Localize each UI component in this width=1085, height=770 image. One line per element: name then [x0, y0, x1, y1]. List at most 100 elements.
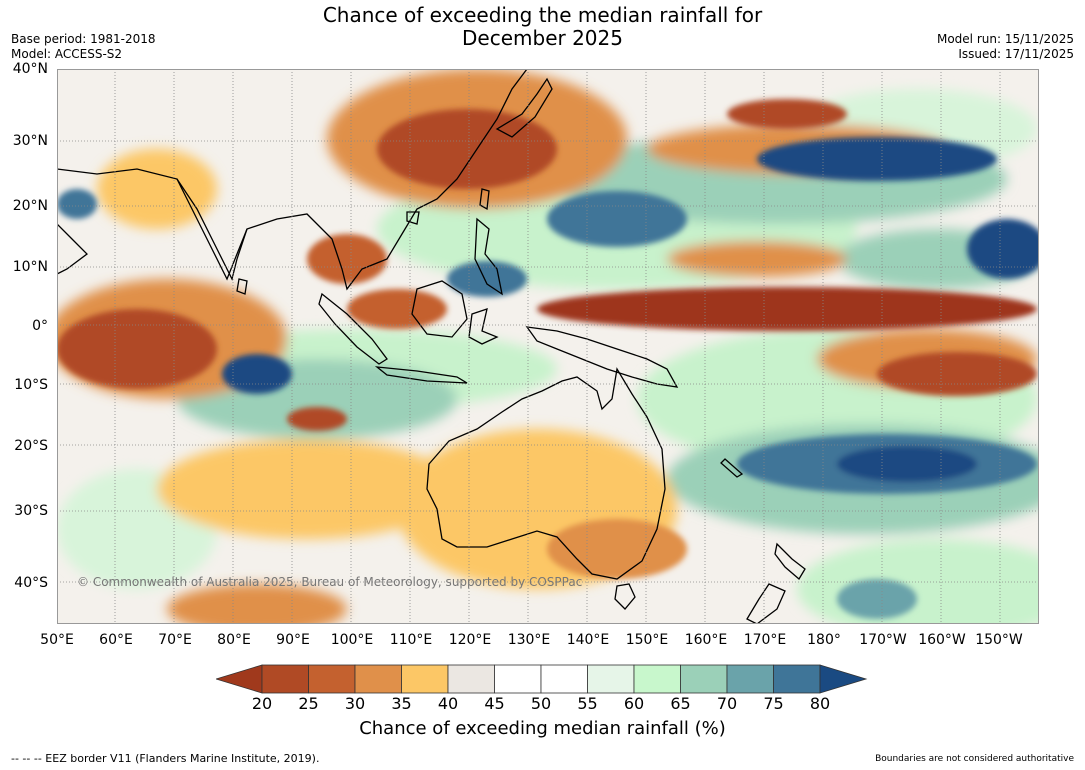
colorbar-tick-label: 20 [251, 694, 273, 713]
colorbar-segment [401, 664, 449, 694]
philippines-coast [474, 217, 503, 296]
lat-label-20n: 20°N [12, 198, 48, 214]
dark-brown-zone [287, 407, 347, 431]
colorbar-segment [261, 664, 309, 694]
colorbar-tick-label: 35 [391, 694, 412, 713]
colorbar-tick-label: 60 [623, 694, 645, 713]
graticule [57, 69, 1039, 624]
lat-label-30n: 30°N [12, 133, 48, 149]
dark-brown-zone [877, 352, 1037, 396]
copyright-notice: © Commonwealth of Australia 2025, Bureau… [77, 575, 583, 589]
colorbar-segment [447, 664, 495, 694]
coastlines [57, 69, 806, 624]
dark-brown-zone [307, 234, 387, 284]
dark-blue-zone [222, 354, 292, 394]
lon-label: 90°E [276, 632, 310, 648]
lon-label: 180° [807, 632, 841, 648]
lat-label-10n: 10°N [12, 259, 48, 275]
rainfall-field [57, 69, 1039, 624]
lon-label: 100°E [330, 632, 374, 648]
lat-label-0: 0° [32, 318, 48, 334]
taiwan-coast [479, 188, 490, 211]
map-frame [57, 69, 1039, 624]
lon-label: 170°E [743, 632, 787, 648]
title-line-2: December 2025 [462, 26, 623, 50]
colorbar-segment [308, 664, 356, 694]
colorbar-tick-label: 75 [763, 694, 784, 713]
lon-label: 150°W [975, 632, 1023, 648]
dark-blue-zone [837, 446, 977, 482]
lon-label: 70°E [158, 632, 192, 648]
colorbar-segment [540, 664, 588, 694]
lon-label: 60°E [99, 632, 133, 648]
lon-label: 110°E [389, 632, 433, 648]
dark-blue-zone [967, 219, 1039, 279]
lon-label: 140°E [566, 632, 610, 648]
hainan-coast [406, 211, 420, 225]
colorbar-tick-label: 30 [344, 694, 366, 713]
issued-date: Issued: 17/11/2025 [958, 47, 1074, 61]
colorbar-segment [680, 664, 728, 694]
colorbar-segment [633, 664, 681, 694]
sri-lanka-coast [236, 278, 248, 295]
sumatra-coast [318, 292, 388, 365]
colorbar-segment [587, 664, 635, 694]
base-period: Base period: 1981-2018 [11, 32, 156, 46]
colorbar-tick-label: 80 [809, 694, 831, 713]
colorbar-arrow-low [216, 664, 263, 694]
rainfall-map [57, 69, 1039, 624]
colorbar-segment [726, 664, 774, 694]
lon-label: 50°E [40, 632, 74, 648]
orange-zone [667, 241, 847, 277]
model-name: Model: ACCESS-S2 [11, 47, 123, 61]
colorbar-segments [216, 664, 868, 694]
new-caledonia-coast [720, 458, 744, 478]
boundaries-disclaimer: Boundaries are not considered authoritat… [875, 754, 1074, 764]
lon-label: 80°E [217, 632, 251, 648]
lat-label-30s: 30°S [14, 503, 48, 519]
lat-label-40n: 40°N [12, 61, 48, 77]
dark-brown-zone [347, 289, 447, 329]
dark-brown-zone [537, 287, 1037, 331]
colorbar-tick-label: 55 [577, 694, 598, 713]
meta-left: Base period: 1981-2018 Model: ACCESS-S2 [11, 32, 156, 62]
colorbar-tick-label: 50 [530, 694, 552, 713]
borneo-coast [411, 280, 468, 338]
orange-zone [97, 149, 217, 229]
arabia-coast [57, 223, 88, 275]
new-zealand-north-coast [774, 542, 806, 580]
colorbar-segment [354, 664, 402, 694]
java-coast [374, 366, 468, 384]
map-title: Chance of exceeding the median rainfall … [0, 4, 1085, 50]
japan-coast [495, 77, 553, 138]
title-line-1: Chance of exceeding the median rainfall … [322, 3, 763, 27]
dark-brown-zone [377, 109, 557, 189]
dark-blue-zone [57, 189, 97, 219]
lon-label: 120°E [448, 632, 492, 648]
colorbar-segment [773, 664, 821, 694]
tasmania-coast [614, 583, 636, 610]
colorbar-tick-label: 70 [716, 694, 738, 713]
colorbar-label: Chance of exceeding median rainfall (%) [359, 718, 726, 739]
anomaly-blobs-core [57, 99, 1039, 619]
orange-zone [167, 584, 347, 624]
dark-blue-zone [837, 579, 917, 619]
lon-label: 160°W [918, 632, 966, 648]
colorbar-tick-label: 65 [670, 694, 691, 713]
lon-label: 170°W [859, 632, 907, 648]
dark-blue-zone [547, 191, 687, 247]
india-coast [176, 178, 248, 281]
lon-label: 150°E [625, 632, 669, 648]
asia-mainland-coast [57, 69, 528, 291]
dark-blue-zone [447, 261, 527, 297]
dark-brown-zone [57, 309, 217, 389]
lat-label-20s: 20°S [14, 438, 48, 454]
model-run: Model run: 15/11/2025 [936, 32, 1074, 46]
lat-label-40s: 40°S [14, 575, 48, 591]
lon-label: 160°E [684, 632, 728, 648]
colorbar-tick-label: 40 [437, 694, 459, 713]
eez-border-note: -- -- -- EEZ border V11 (Flanders Marine… [11, 752, 320, 765]
new-guinea-coast [525, 326, 679, 388]
colorbar-segment [494, 664, 542, 694]
dark-blue-zone [757, 137, 997, 181]
